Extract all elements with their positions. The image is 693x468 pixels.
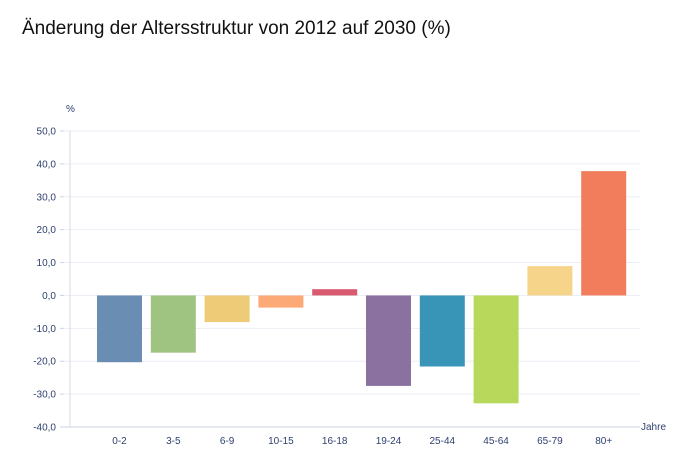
y-tick-label: -20,0 (33, 357, 56, 368)
x-tick-label: 0-2 (112, 436, 127, 447)
y-tick-label: 20,0 (37, 225, 57, 236)
x-axis-label: Jahre (641, 422, 666, 433)
y-axis-label: % (66, 104, 75, 115)
y-tick-label: -30,0 (33, 390, 56, 401)
bar-10-15 (258, 295, 304, 308)
y-tick-label: 30,0 (37, 192, 57, 203)
y-tick-label: 50,0 (37, 127, 57, 138)
bar-16-18 (312, 289, 358, 296)
x-tick-label: 45-64 (483, 436, 509, 447)
x-tick-label: 25-44 (430, 436, 456, 447)
bar-19-24 (366, 295, 411, 386)
x-tick-label: 80+ (595, 436, 612, 447)
y-tick-label: 40,0 (37, 159, 57, 170)
y-tick-label: 10,0 (37, 258, 57, 269)
y-tick-label: -40,0 (33, 423, 56, 434)
x-tick-label: 3-5 (166, 436, 181, 447)
chart-title: Änderung der Altersstruktur von 2012 auf… (22, 18, 451, 39)
bar-25-44 (419, 295, 465, 367)
bar-65-79 (527, 266, 573, 296)
bar-0-2 (97, 295, 142, 363)
y-tick-label: 0,0 (42, 291, 56, 302)
x-tick-label: 65-79 (537, 436, 563, 447)
x-tick-label: 19-24 (376, 436, 402, 447)
y-tick-label: -10,0 (33, 324, 56, 335)
x-tick-label: 10-15 (268, 436, 294, 447)
bar-80+ (581, 171, 627, 296)
x-tick-label: 16-18 (322, 436, 348, 447)
bar-6-9 (204, 295, 250, 323)
bar-3-5 (150, 295, 196, 353)
x-tick-label: 6-9 (220, 436, 235, 447)
bar-45-64 (473, 295, 519, 404)
